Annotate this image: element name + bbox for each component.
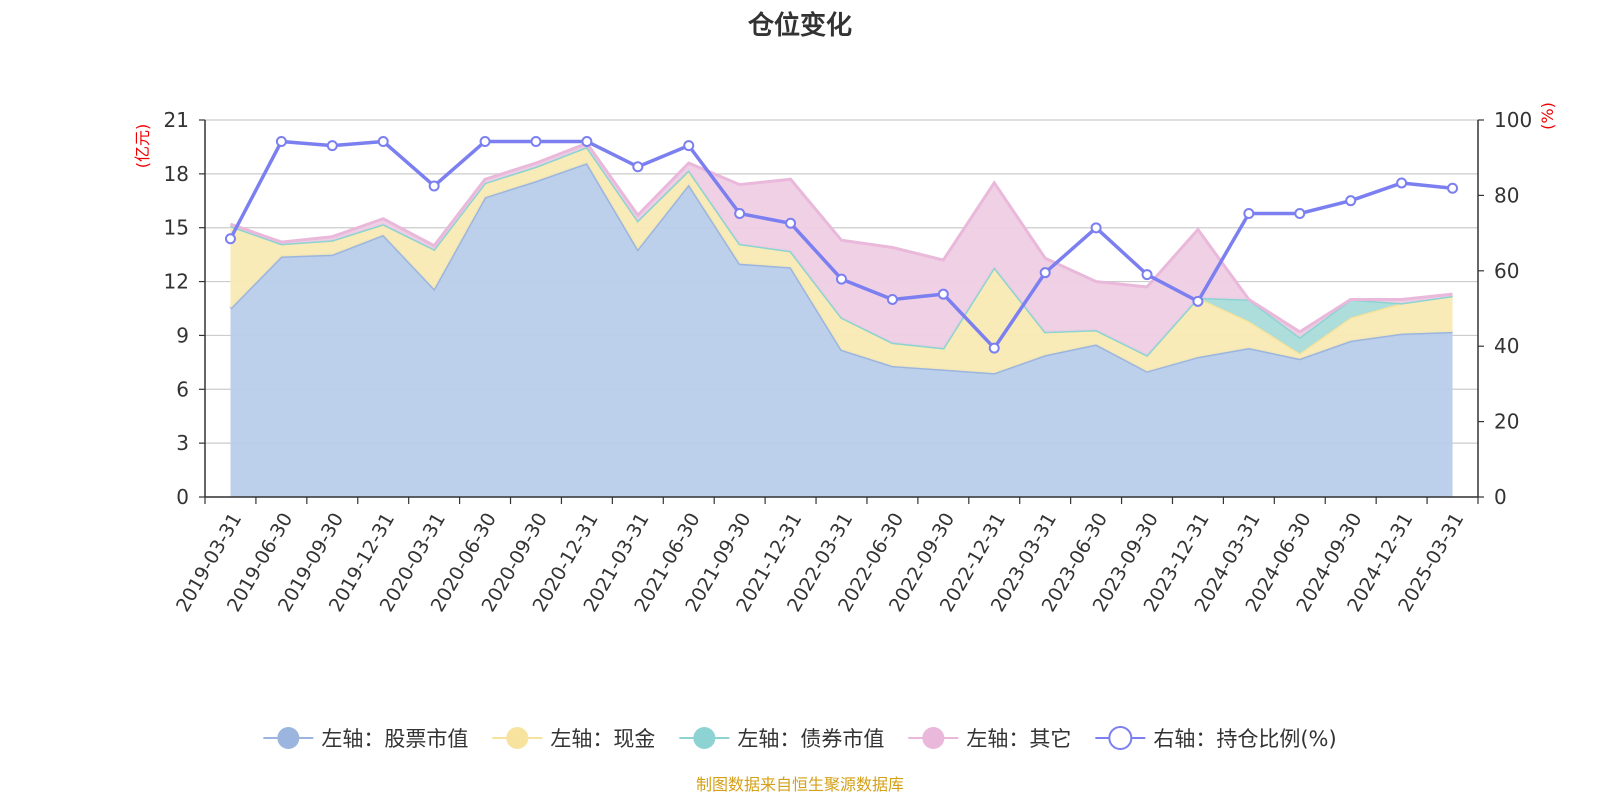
ratio-point [1039, 267, 1051, 279]
ratio-point [1345, 195, 1357, 207]
area-fill-1 [230, 146, 1453, 374]
y-left-tick-label: 9 [176, 323, 189, 347]
legend-marker-symbol [922, 727, 945, 749]
y-left-tick-label: 0 [176, 485, 189, 509]
ratio-point [1396, 177, 1408, 189]
chart-title: 仓位变化 [747, 10, 852, 41]
data-source-note: 制图数据来自恒生聚源数据库 [696, 775, 904, 794]
legend-item-2: 左轴：债券市值 [679, 727, 884, 751]
ratio-line-series [224, 135, 1459, 354]
ratio-point [836, 273, 847, 285]
legend-marker-symbol [506, 727, 529, 749]
legend-label: 左轴：债券市值 [737, 727, 884, 751]
legend: 左轴：股票市值 左轴：现金 左轴：债券市值 左轴：其它 右轴：持仓比例(%) [263, 726, 1337, 751]
ratio-point [937, 288, 949, 300]
y-right-tick-label: 0 [1494, 485, 1507, 509]
y-left-tick-label: 21 [164, 108, 189, 132]
legend-label: 左轴：股票市值 [321, 727, 468, 751]
ratio-point [428, 180, 440, 192]
ratio-point [275, 135, 287, 147]
ratio-point [1294, 207, 1306, 219]
legend-item-3: 左轴：其它 [908, 727, 1071, 751]
y-left-tick-label: 3 [176, 431, 189, 455]
y-right-tick-label: 60 [1494, 259, 1519, 283]
ratio-point [479, 135, 491, 147]
ratio-point [734, 207, 746, 219]
ratio-point [326, 140, 338, 152]
area-line-3 [229, 141, 1453, 334]
ratio-point [1243, 207, 1255, 219]
y-left-tick-label: 15 [164, 216, 189, 240]
ratio-point [1141, 269, 1153, 281]
y-right-tick-label: 100 [1494, 108, 1532, 132]
left-axis-unit-label: (亿元) [133, 124, 152, 169]
ratio-point [224, 233, 236, 245]
ratio-point [530, 135, 542, 147]
right-axis-unit-label: (%) [1538, 102, 1557, 130]
legend-label: 左轴：其它 [966, 727, 1071, 751]
area-fill-0 [230, 163, 1453, 497]
area-series [229, 141, 1453, 497]
ratio-point [988, 342, 1000, 354]
legend-label: 右轴：持仓比例(%) [1153, 727, 1336, 751]
y-right-tick-label: 20 [1494, 410, 1519, 434]
ratio-point [632, 161, 644, 173]
legend-marker-symbol [693, 727, 716, 749]
ratio-point [785, 217, 797, 229]
legend-marker-symbol [1108, 726, 1133, 750]
legend-item-1: 左轴：现金 [492, 727, 655, 751]
legend-item-4: 右轴：持仓比例(%) [1095, 726, 1337, 751]
legend-label: 左轴：现金 [550, 727, 655, 751]
y-left-tick-label: 6 [176, 377, 189, 401]
ratio-point [683, 140, 695, 152]
y-right-tick-label: 80 [1494, 183, 1519, 207]
y-right-tick-label: 40 [1494, 334, 1519, 358]
ratio-point [1090, 222, 1102, 234]
y-left-tick-label: 12 [164, 270, 189, 294]
legend-marker-symbol [277, 727, 300, 749]
legend-item-0: 左轴：股票市值 [263, 727, 468, 751]
y-left-tick-label: 18 [164, 162, 189, 186]
ratio-point [1192, 295, 1204, 307]
ratio-point [581, 135, 593, 147]
ratio-point [377, 135, 389, 147]
ratio-point [1447, 182, 1459, 194]
ratio-point [886, 293, 898, 305]
area-fill-3 [230, 143, 1453, 356]
